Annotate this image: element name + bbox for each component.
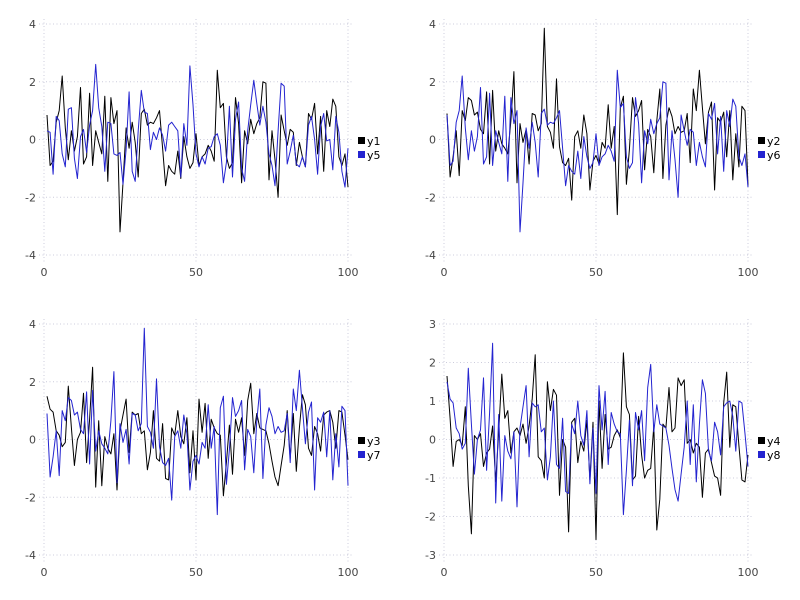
x-tick-label: 0 (441, 266, 448, 279)
x-tick-label: 50 (189, 266, 203, 279)
x-tick-label: 50 (589, 266, 603, 279)
series-line-y3 (46, 366, 349, 497)
y-tick-label: -2 (425, 511, 436, 524)
series-line-y2 (446, 27, 749, 216)
y-tick-label: -3 (425, 549, 436, 562)
legend-label-y5: y5 (367, 149, 381, 162)
y-tick-label: -2 (25, 491, 36, 504)
legend-label-y4: y4 (767, 435, 781, 448)
legend-swatch-y6 (758, 151, 765, 158)
y-tick-label: 0 (29, 134, 36, 147)
x-tick-label: 100 (338, 266, 359, 279)
legend-swatch-y8 (758, 451, 765, 458)
y-tick-label: 1 (429, 395, 436, 408)
legend-label-y6: y6 (767, 149, 781, 162)
x-tick-label: 0 (41, 266, 48, 279)
x-tick-label: 0 (41, 566, 48, 579)
x-tick-label: 100 (738, 566, 759, 579)
y-tick-label: -4 (425, 249, 436, 262)
legend-label-y2: y2 (767, 135, 781, 148)
y-tick-label: 4 (29, 318, 36, 331)
legend-swatch-y3 (358, 437, 365, 444)
x-tick-label: 0 (441, 566, 448, 579)
y-tick-label: 4 (29, 18, 36, 31)
series-line-y7 (46, 327, 349, 516)
legend-swatch-y2 (758, 137, 765, 144)
y-tick-label: 2 (429, 357, 436, 370)
y-tick-label: -2 (25, 191, 36, 204)
legend-swatch-y1 (358, 137, 365, 144)
series-line-y6 (446, 69, 749, 233)
series-line-y5 (46, 63, 349, 188)
y-tick-label: 3 (429, 318, 436, 331)
legend-swatch-y7 (358, 451, 365, 458)
series-line-y1 (46, 69, 349, 233)
y-tick-label: 4 (429, 18, 436, 31)
y-tick-label: -2 (425, 191, 436, 204)
y-tick-label: 0 (429, 134, 436, 147)
y-tick-label: -4 (25, 549, 36, 562)
x-tick-label: 50 (589, 566, 603, 579)
y-tick-label: -1 (425, 472, 436, 485)
legend-swatch-y4 (758, 437, 765, 444)
legend-label-y3: y3 (367, 435, 381, 448)
x-tick-label: 50 (189, 566, 203, 579)
x-tick-label: 100 (738, 266, 759, 279)
series-line-y8 (446, 342, 749, 516)
x-tick-label: 100 (338, 566, 359, 579)
y-tick-label: 0 (29, 434, 36, 447)
legend-swatch-y5 (358, 151, 365, 158)
y-tick-label: -4 (25, 249, 36, 262)
y-tick-label: 2 (29, 76, 36, 89)
y-tick-label: 2 (429, 76, 436, 89)
legend-label-y1: y1 (367, 135, 381, 148)
legend-label-y7: y7 (367, 449, 381, 462)
legend-label-y8: y8 (767, 449, 781, 462)
y-tick-label: 2 (29, 376, 36, 389)
y-tick-label: 0 (429, 434, 436, 447)
